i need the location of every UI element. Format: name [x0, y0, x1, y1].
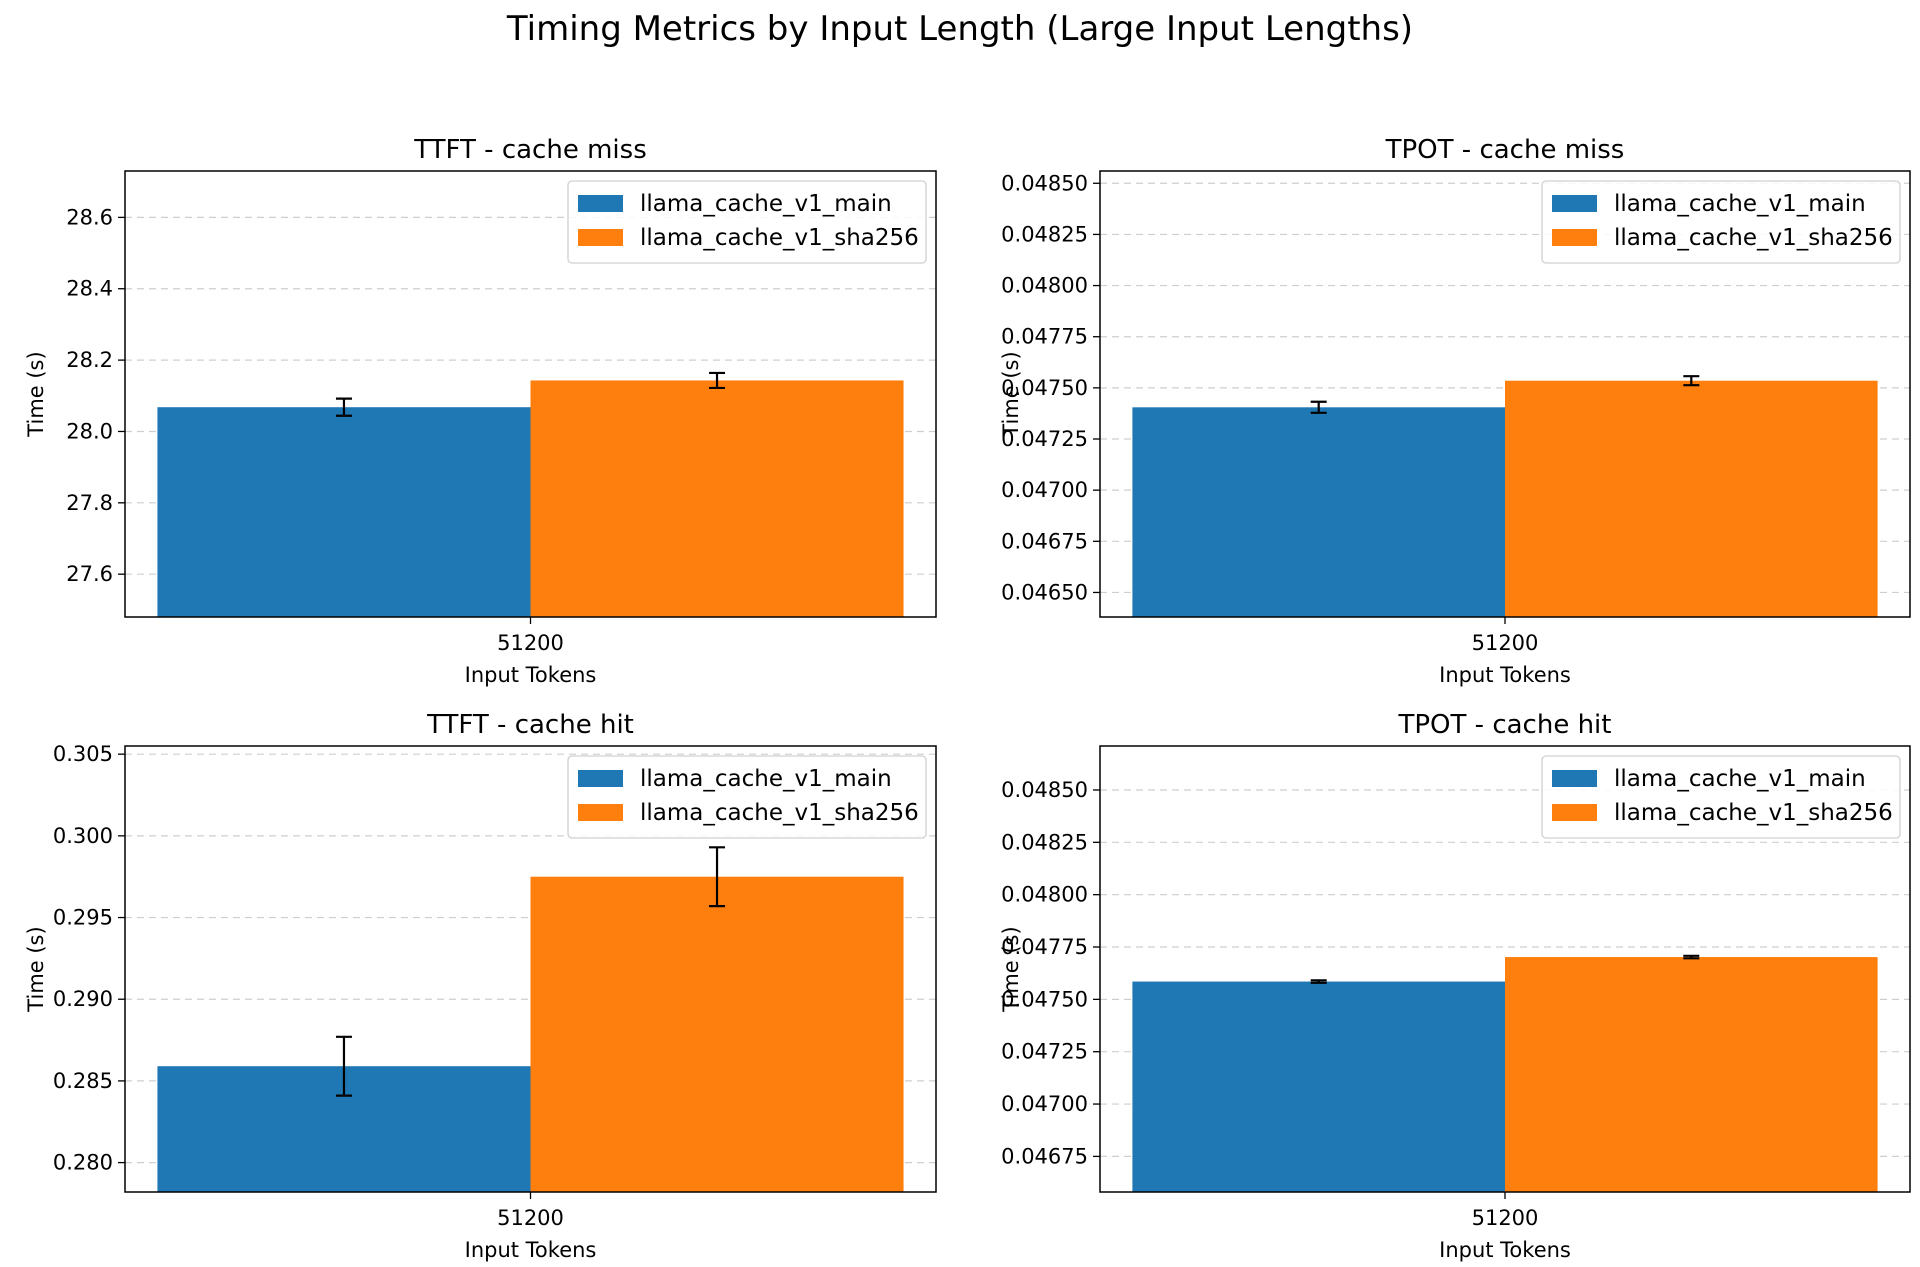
legend-label: llama_cache_v1_sha256: [640, 800, 919, 826]
y-tick-label: 0.04850: [1001, 778, 1088, 802]
y-tick-label: 0.04850: [1001, 171, 1088, 195]
y-tick-label: 0.305: [53, 742, 113, 766]
legend-swatch: [1552, 770, 1597, 787]
legend-label: llama_cache_v1_main: [640, 766, 892, 792]
bar-llama_cache_v1_main: [1132, 981, 1505, 1192]
y-axis-label: Time (s): [999, 351, 1023, 437]
x-axis-label: Input Tokens: [1439, 1238, 1571, 1262]
bar-llama_cache_v1_main: [1132, 407, 1505, 617]
error-bar-llama_cache_v1_main: [1310, 400, 1327, 414]
legend-box: [567, 180, 927, 264]
y-tick-label: 0.04800: [1001, 883, 1088, 907]
legend-label: llama_cache_v1_main: [1614, 191, 1866, 217]
y-tick-label: 0.04675: [1001, 1144, 1088, 1168]
y-tick-label: 0.290: [53, 987, 113, 1011]
y-tick-label: 28.6: [66, 205, 113, 229]
y-tick-label: 0.280: [53, 1151, 113, 1175]
x-tick-label: 51200: [1472, 631, 1539, 655]
x-tick-label: 51200: [497, 1206, 564, 1230]
y-tick-label: 0.04650: [1001, 580, 1088, 604]
error-bar-llama_cache_v1_sha256: [709, 846, 726, 908]
y-tick-label: 28.0: [66, 419, 113, 443]
legend-swatch: [1552, 195, 1597, 212]
legend: llama_cache_v1_main llama_cache_v1_sha256: [1541, 180, 1901, 264]
legend-swatch: [578, 804, 623, 821]
y-tick-label: 0.04775: [1001, 325, 1088, 349]
y-tick-label: 28.2: [66, 348, 113, 372]
y-tick-label: 0.300: [53, 824, 113, 848]
bar-llama_cache_v1_sha256: [1505, 380, 1878, 617]
legend-swatch: [578, 770, 623, 787]
bar-llama_cache_v1_sha256: [530, 380, 904, 617]
figure-title: Timing Metrics by Input Length (Large In…: [506, 9, 1413, 49]
legend: llama_cache_v1_main llama_cache_v1_sha256: [567, 755, 927, 839]
error-bar-llama_cache_v1_main: [1310, 979, 1327, 984]
x-tick-label: 51200: [497, 631, 564, 655]
y-tick-label: 27.8: [66, 491, 113, 515]
x-axis-label: Input Tokens: [465, 663, 597, 687]
chart-panel-4: 0.04675 0.04700 0.04725 0.04750 0.04775 0.048…: [999, 710, 1911, 1262]
legend-label: llama_cache_v1_sha256: [1614, 800, 1893, 826]
legend-label: llama_cache_v1_main: [1614, 766, 1866, 792]
error-bar-llama_cache_v1_main: [335, 397, 352, 417]
legend: llama_cache_v1_main llama_cache_v1_sha256: [1541, 755, 1901, 839]
chart-title: TTFT - cache hit: [426, 710, 634, 740]
y-tick-label: 0.04750: [1001, 987, 1088, 1011]
error-bar-llama_cache_v1_main: [335, 1035, 352, 1097]
chart-panel-3: 0.280 0.285 0.290 0.295 0.300 0.305 51200 Input…: [24, 710, 937, 1262]
y-tick-label: 0.04700: [1001, 478, 1088, 502]
legend-swatch: [1552, 804, 1597, 821]
legend-swatch: [578, 229, 623, 246]
legend-box: [1541, 180, 1901, 264]
y-tick-label: 0.295: [53, 906, 113, 930]
legend-swatch: [578, 195, 623, 212]
chart-title: TPOT - cache hit: [1398, 710, 1612, 740]
y-tick-label: 0.04825: [1001, 222, 1088, 246]
y-tick-label: 0.04775: [1001, 935, 1088, 959]
legend-label: llama_cache_v1_sha256: [640, 225, 919, 251]
error-bar-llama_cache_v1_sha256: [709, 371, 726, 390]
y-tick-label: 0.04725: [1001, 1040, 1088, 1064]
chart-title: TPOT - cache miss: [1385, 135, 1625, 165]
x-tick-label: 51200: [1472, 1206, 1539, 1230]
y-tick-label: 28.4: [66, 277, 113, 301]
y-tick-label: 0.285: [53, 1069, 113, 1093]
legend-swatch: [1552, 229, 1597, 246]
bar-llama_cache_v1_main: [157, 407, 531, 617]
y-tick-label: 0.04800: [1001, 274, 1088, 298]
error-bar-llama_cache_v1_sha256: [1683, 954, 1700, 960]
y-axis-label: Time (s): [24, 926, 48, 1012]
y-axis-label: Time (s): [24, 351, 48, 437]
chart-panel-2: 0.04650 0.04675 0.04700 0.04725 0.04750 0.047…: [999, 135, 1911, 687]
bar-llama_cache_v1_sha256: [1505, 957, 1878, 1192]
y-tick-label: 27.6: [66, 562, 113, 586]
legend-label: llama_cache_v1_main: [640, 191, 892, 217]
chart-panel-1: 27.6 27.8 28.0 28.2 28.4 28.6 51200 Input Token…: [24, 135, 937, 687]
legend-box: [1541, 755, 1901, 839]
x-axis-label: Input Tokens: [1439, 663, 1571, 687]
y-axis-label: Time (s): [999, 926, 1023, 1012]
x-axis-label: Input Tokens: [465, 1238, 597, 1262]
y-tick-label: 0.04725: [1001, 427, 1088, 451]
legend: llama_cache_v1_main llama_cache_v1_sha256: [567, 180, 927, 264]
y-tick-label: 0.04750: [1001, 376, 1088, 400]
y-tick-label: 0.04825: [1001, 830, 1088, 854]
legend-label: llama_cache_v1_sha256: [1614, 225, 1893, 251]
error-bar-llama_cache_v1_sha256: [1683, 375, 1700, 387]
legend-box: [567, 755, 927, 839]
bar-llama_cache_v1_sha256: [530, 876, 904, 1192]
y-tick-label: 0.04700: [1001, 1092, 1088, 1116]
y-tick-label: 0.04675: [1001, 529, 1088, 553]
chart-title: TTFT - cache miss: [413, 135, 647, 165]
